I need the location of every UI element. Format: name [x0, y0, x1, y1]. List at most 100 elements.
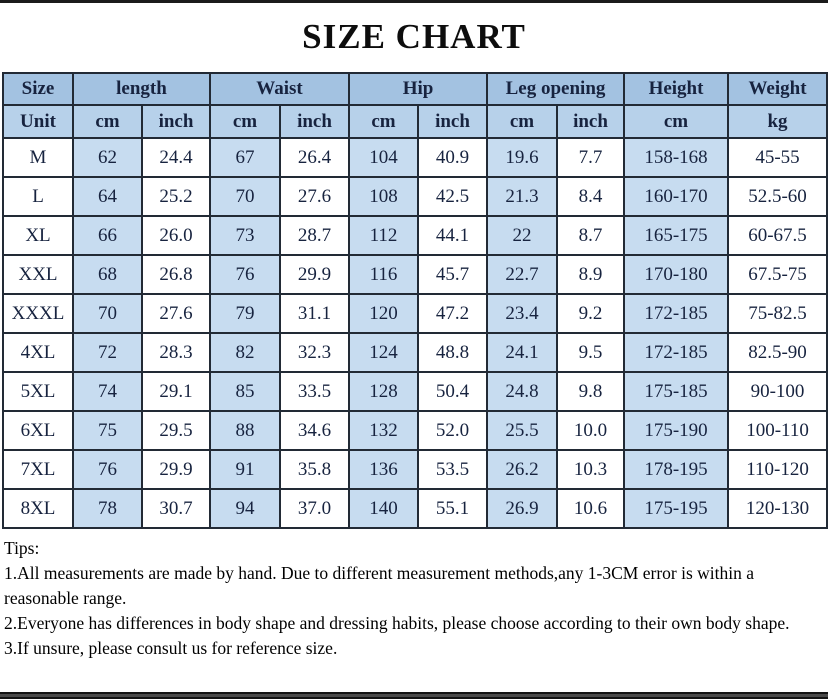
value-cell: 24.1 [486, 332, 559, 373]
value-cell: 136 [348, 449, 420, 490]
size-cell: 4XL [2, 332, 74, 373]
column-header-leg-opening: Leg opening [486, 72, 626, 106]
table-row: 6XL 75 29.5 88 34.6 132 52.0 25.5 10.0 175-190 100… [2, 410, 828, 451]
value-cell: 29.9 [278, 254, 351, 295]
table-row: 7XL 76 29.9 91 35.8 136 53.5 26.2 10.3 178-195 110… [2, 449, 828, 490]
top-divider-line [0, 0, 828, 3]
column-header-weight: Weight [727, 72, 828, 106]
tips-item: 2.Everyone has differences in body shape… [4, 613, 790, 633]
value-cell: 37.0 [278, 488, 351, 529]
value-cell: 72 [72, 332, 143, 373]
value-cell: 47.2 [417, 293, 489, 334]
value-cell: 32.3 [278, 332, 351, 373]
value-cell: 9.8 [556, 371, 626, 412]
value-cell: 76 [209, 254, 281, 295]
value-cell: 78 [72, 488, 143, 529]
value-cell: 29.5 [141, 410, 211, 451]
value-cell: 66 [72, 215, 143, 256]
size-cell: 7XL [2, 449, 74, 490]
unit-cell: cm [348, 104, 420, 139]
value-cell: 52.0 [417, 410, 489, 451]
value-cell: 10.6 [556, 488, 626, 529]
value-cell: 165-175 [623, 215, 730, 256]
value-cell: 160-170 [623, 176, 730, 217]
value-cell: 26.4 [278, 137, 351, 178]
value-cell: 26.2 [486, 449, 559, 490]
value-cell: 178-195 [623, 449, 730, 490]
value-cell: 170-180 [623, 254, 730, 295]
value-cell: 10.3 [556, 449, 626, 490]
value-cell: 19.6 [486, 137, 559, 178]
value-cell: 172-185 [623, 332, 730, 373]
tips-item: 1.All measurements are made by hand. Due… [4, 563, 755, 608]
value-cell: 30.7 [141, 488, 211, 529]
value-cell: 8.4 [556, 176, 626, 217]
value-cell: 85 [209, 371, 281, 412]
value-cell: 172-185 [623, 293, 730, 334]
value-cell: 73 [209, 215, 281, 256]
size-cell: 8XL [2, 488, 74, 529]
value-cell: 104 [348, 137, 420, 178]
value-cell: 10.0 [556, 410, 626, 451]
value-cell: 91 [209, 449, 281, 490]
value-cell: 120-130 [727, 488, 828, 529]
table-row: 4XL 72 28.3 82 32.3 124 48.8 24.1 9.5 172-185 82.5… [2, 332, 828, 373]
unit-cell: Unit [2, 104, 74, 139]
size-cell: L [2, 176, 74, 217]
value-cell: 68 [72, 254, 143, 295]
value-cell: 25.2 [141, 176, 211, 217]
value-cell: 88 [209, 410, 281, 451]
header-group-row: Size length Waist Hip Leg opening Height… [2, 72, 828, 106]
value-cell: 44.1 [417, 215, 489, 256]
page-title: SIZE CHART [302, 17, 526, 56]
unit-cell: cm [486, 104, 559, 139]
value-cell: 33.5 [278, 371, 351, 412]
column-header-height: Height [623, 72, 730, 106]
value-cell: 75 [72, 410, 143, 451]
size-table-body: M 62 24.4 67 26.4 104 40.9 19.6 7.7 158-168 45-55 L… [2, 137, 828, 529]
value-cell: 124 [348, 332, 420, 373]
value-cell: 108 [348, 176, 420, 217]
table-row: XL 66 26.0 73 28.7 112 44.1 22 8.7 165-175 60-67.5 [2, 215, 828, 256]
value-cell: 42.5 [417, 176, 489, 217]
table-row: 5XL 74 29.1 85 33.5 128 50.4 24.8 9.8 175-185 90-1… [2, 371, 828, 412]
value-cell: 8.7 [556, 215, 626, 256]
column-header-length: length [72, 72, 211, 106]
value-cell: 175-185 [623, 371, 730, 412]
tips-heading: Tips: [4, 538, 40, 558]
value-cell: 40.9 [417, 137, 489, 178]
value-cell: 132 [348, 410, 420, 451]
value-cell: 112 [348, 215, 420, 256]
size-cell: 6XL [2, 410, 74, 451]
value-cell: 110-120 [727, 449, 828, 490]
unit-cell: cm [209, 104, 281, 139]
value-cell: 35.8 [278, 449, 351, 490]
size-cell: XL [2, 215, 74, 256]
value-cell: 76 [72, 449, 143, 490]
value-cell: 45.7 [417, 254, 489, 295]
value-cell: 22 [486, 215, 559, 256]
value-cell: 120 [348, 293, 420, 334]
value-cell: 70 [72, 293, 143, 334]
value-cell: 75-82.5 [727, 293, 828, 334]
value-cell: 64 [72, 176, 143, 217]
column-header-waist: Waist [208, 72, 351, 106]
value-cell: 175-195 [623, 488, 730, 529]
value-cell: 62 [72, 137, 143, 178]
unit-cell: inch [278, 104, 351, 139]
value-cell: 60-67.5 [727, 215, 828, 256]
column-header-size: Size [2, 72, 74, 106]
value-cell: 55.1 [417, 488, 489, 529]
unit-cell: cm [72, 104, 143, 139]
value-cell: 24.4 [141, 137, 211, 178]
value-cell: 116 [348, 254, 420, 295]
value-cell: 52.5-60 [727, 176, 828, 217]
size-cell: XXL [2, 254, 74, 295]
table-row: M 62 24.4 67 26.4 104 40.9 19.6 7.7 158-168 45-55 [2, 137, 828, 178]
value-cell: 25.5 [486, 410, 559, 451]
value-cell: 53.5 [417, 449, 489, 490]
value-cell: 158-168 [623, 137, 730, 178]
table-row: XXXL 70 27.6 79 31.1 120 47.2 23.4 9.2 172-185 75-… [2, 293, 828, 334]
table-row: XXL 68 26.8 76 29.9 116 45.7 22.7 8.9 170-180 67.5… [2, 254, 828, 295]
value-cell: 34.6 [278, 410, 351, 451]
